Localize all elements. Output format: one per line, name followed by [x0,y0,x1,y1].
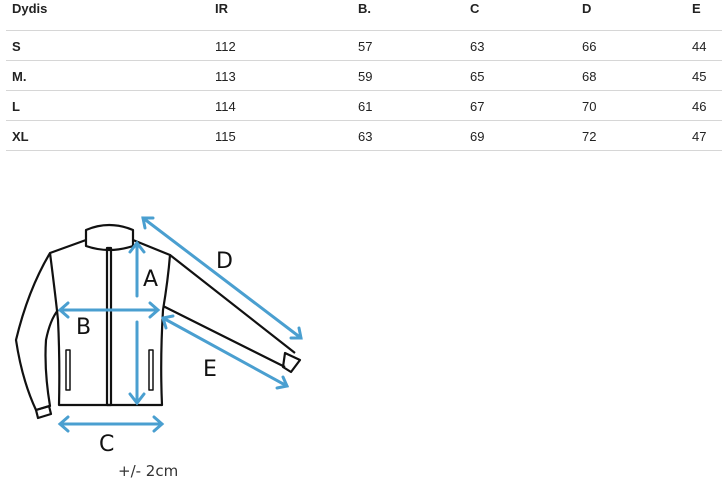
table-cell: M. [12,69,27,84]
table-cell: 63 [358,129,373,144]
table-row: XL 115 63 69 72 47 [6,120,722,151]
label-e: E [203,357,217,382]
column-header: E [692,1,701,16]
jacket-outline [14,223,302,420]
table-cell: 112 [215,39,236,54]
column-header: C [470,1,480,16]
table-cell: 46 [692,99,707,114]
arrow-d [141,216,303,340]
table-cell: XL [12,129,29,144]
table-row: S 112 57 63 66 44 [6,30,722,61]
table-cell: 47 [692,129,707,144]
table-row: M. 113 59 65 68 45 [6,60,722,91]
label-b: B [76,315,91,340]
table-cell: 59 [358,69,373,84]
table-cell: 67 [470,99,485,114]
table-cell: 113 [215,69,236,84]
table-cell: S [12,39,21,54]
table-cell: 70 [582,99,597,114]
table-cell: 72 [582,129,597,144]
arrow-c [57,415,165,433]
column-header: D [582,1,592,16]
table-cell: 114 [215,99,236,114]
column-header: B. [358,1,371,16]
table-cell: 69 [470,129,485,144]
label-d: D [216,249,233,274]
table-cell: 115 [215,129,236,144]
label-c: C [99,432,114,457]
column-header: Dydis [12,1,48,16]
label-a: A [143,267,158,292]
arrow-b [57,301,161,319]
table-cell: 63 [470,39,485,54]
arrow-e [161,314,290,390]
table-cell: L [12,99,20,114]
arrow-a [128,240,146,406]
column-header: IR [215,1,228,16]
table-cell: 45 [692,69,707,84]
table-cell: 68 [582,69,597,84]
tolerance-note: +/- 2cm [118,462,178,480]
table-cell: 65 [470,69,485,84]
table-row: L 114 61 67 70 46 [6,90,722,121]
table-cell: 61 [358,99,373,114]
table-cell: 44 [692,39,707,54]
table-header: Dydis IR B. C D E [6,0,722,31]
measure-arrows [57,216,303,433]
table-cell: 57 [358,39,373,54]
table-cell: 66 [582,39,597,54]
